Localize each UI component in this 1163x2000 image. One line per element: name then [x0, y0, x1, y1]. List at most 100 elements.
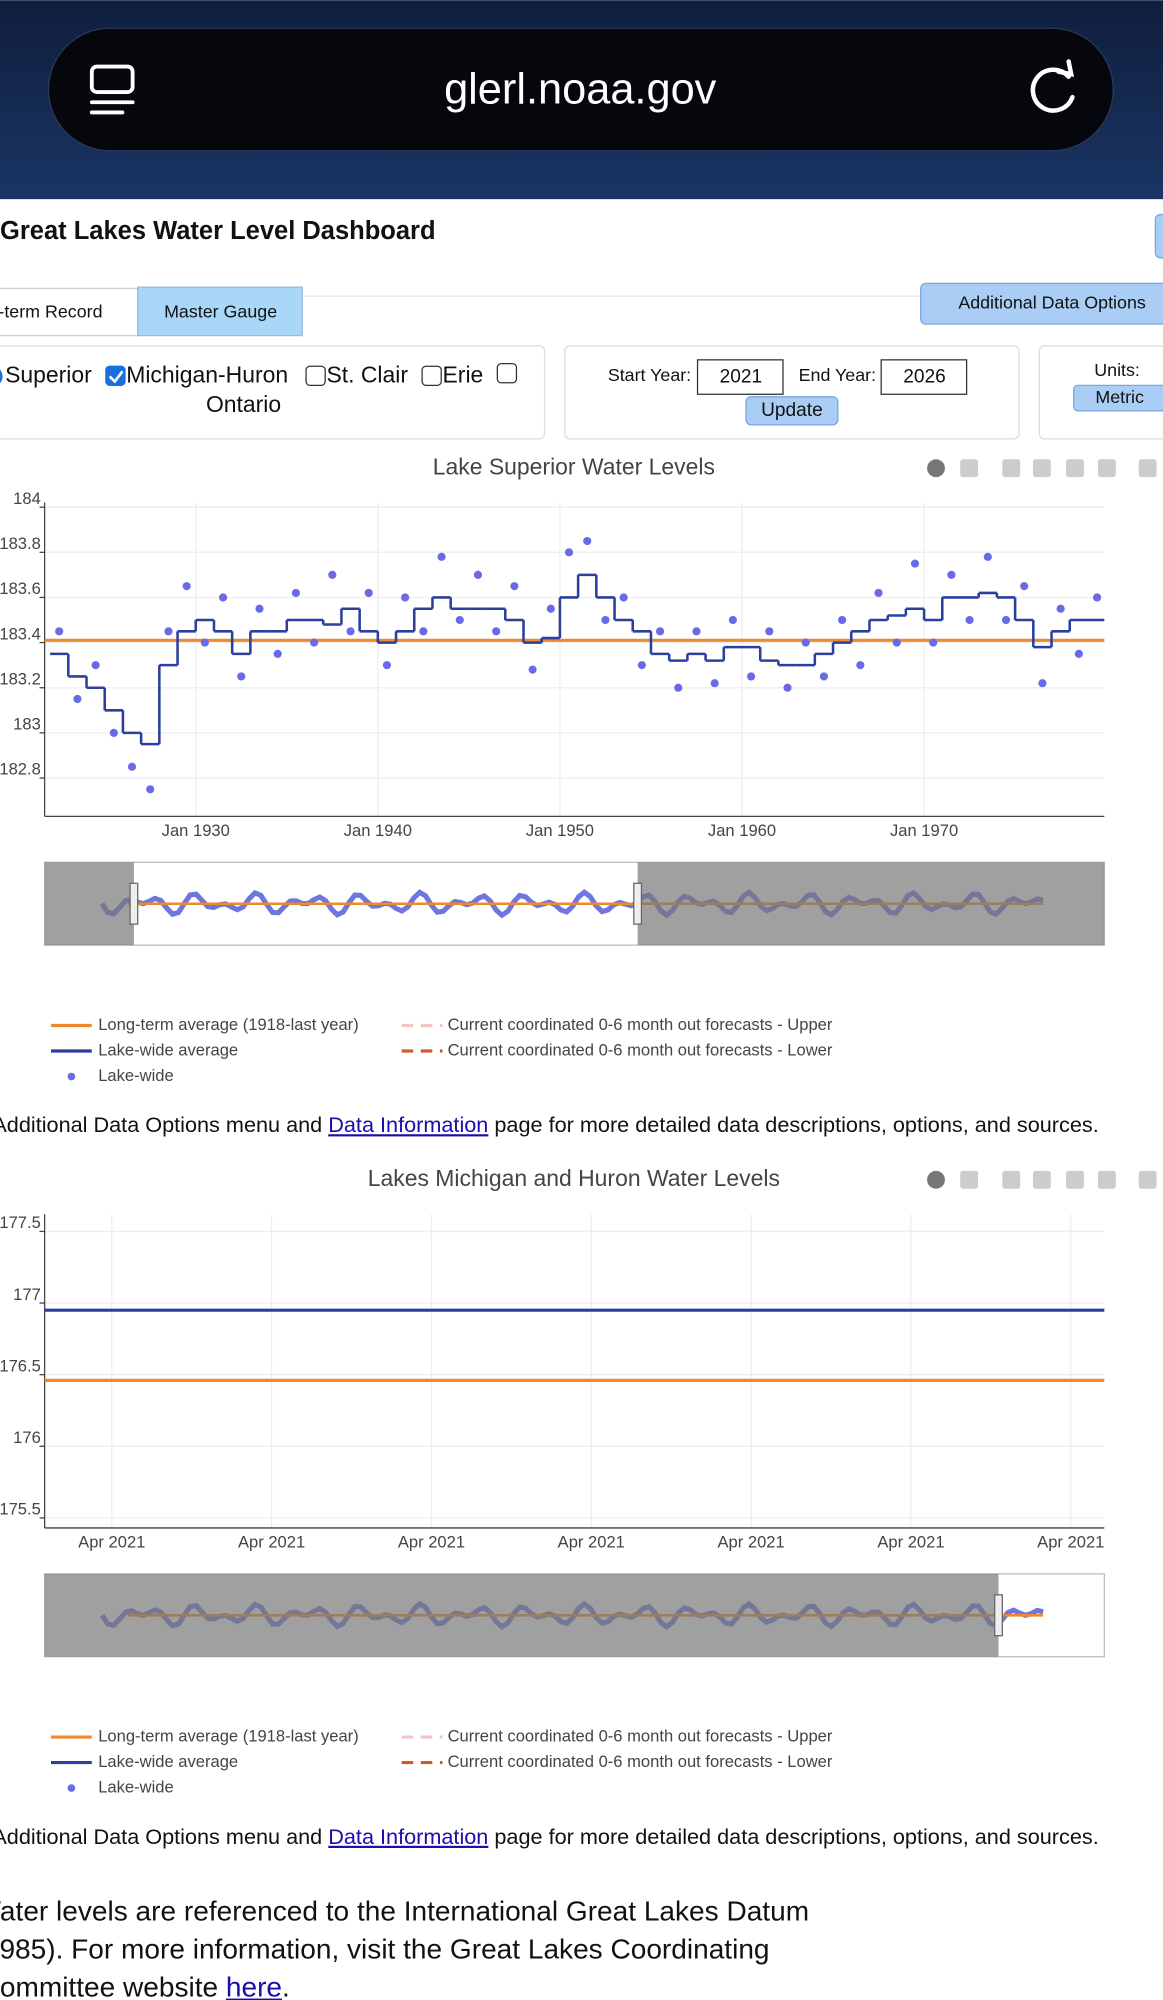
checkbox[interactable]	[305, 365, 326, 386]
point	[182, 582, 191, 591]
start-input[interactable]	[696, 359, 784, 395]
y-tick-label: 175.5	[0, 1500, 41, 1519]
toolbar-icon[interactable]	[1138, 459, 1157, 478]
lake-label: Ontario	[206, 391, 281, 417]
toolbar-icon[interactable]	[927, 459, 945, 478]
point	[437, 552, 446, 561]
radio[interactable]	[0, 367, 3, 385]
point	[146, 785, 155, 794]
footer-text: Committee website	[0, 1972, 218, 2000]
update-button[interactable]	[745, 396, 839, 426]
toolbar-icon[interactable]	[960, 1170, 979, 1189]
point	[674, 683, 683, 692]
end-input[interactable]	[880, 359, 968, 395]
point	[728, 615, 737, 625]
point	[1038, 679, 1047, 688]
additional-options-button[interactable]	[920, 282, 1163, 325]
units-button[interactable]	[1073, 384, 1163, 412]
range-handle[interactable]	[129, 882, 139, 925]
toolbar-icon[interactable]	[1097, 1170, 1116, 1189]
note-link[interactable]: Data Information	[328, 1824, 488, 1849]
point	[218, 593, 228, 602]
page-title: Great Lakes Water Level Dashboard	[0, 217, 436, 245]
point	[382, 661, 392, 670]
point	[546, 604, 555, 613]
point	[619, 593, 628, 602]
point	[601, 615, 610, 625]
toolbar-icon[interactable]	[927, 1170, 945, 1189]
checkbox[interactable]	[105, 365, 126, 386]
legend-label: Long-term average (1918-last year)	[98, 1015, 359, 1034]
toolbar-icon[interactable]	[1066, 459, 1084, 478]
legend-marker	[67, 1784, 76, 1792]
point	[983, 552, 992, 561]
url-pill[interactable]	[47, 27, 1114, 152]
legend-label: Current coordinated 0-6 month out foreca…	[448, 1040, 833, 1059]
x-tick-label: Apr 2021	[238, 1533, 305, 1552]
point	[237, 672, 246, 681]
range-handle[interactable]	[994, 1594, 1003, 1637]
legend-label: Lake-wide	[98, 1066, 174, 1085]
point	[965, 615, 974, 625]
tab-active[interactable]	[137, 286, 303, 337]
point	[1092, 593, 1102, 602]
x-tick-label: Jan 1950	[526, 821, 594, 840]
legend-marker	[67, 1072, 76, 1081]
point	[765, 627, 774, 636]
y-tick-label: 177.5	[0, 1213, 41, 1232]
tab[interactable]	[0, 287, 139, 337]
point	[401, 593, 410, 602]
lake-label: Superior	[5, 361, 92, 387]
x-tick-label: Apr 2021	[877, 1533, 944, 1552]
start-label: Start Year:	[608, 365, 691, 385]
toolbar-icon[interactable]	[1032, 1170, 1051, 1189]
y-tick-label: 183.6	[0, 579, 41, 598]
footer-link[interactable]: here	[226, 1972, 282, 2000]
point	[747, 672, 756, 681]
toolbar-icon[interactable]	[960, 459, 979, 478]
point	[856, 661, 865, 670]
point	[892, 638, 901, 647]
range-handle[interactable]	[633, 882, 643, 925]
legend-label: Current coordinated 0-6 month out foreca…	[448, 1015, 833, 1034]
range-mask	[637, 862, 1105, 946]
point	[273, 649, 282, 658]
point	[127, 762, 137, 771]
lake-panel	[0, 345, 546, 440]
legend-label: Current coordinated 0-6 month out foreca…	[448, 1726, 833, 1745]
point	[255, 604, 264, 613]
toolbar-icon[interactable]	[1032, 459, 1051, 478]
point	[528, 665, 537, 674]
toolbar-icon[interactable]	[1002, 459, 1021, 478]
note-text: page for more detailed data descriptions…	[494, 1112, 1098, 1137]
point	[310, 638, 319, 647]
note-text: Additional Data Options menu and	[0, 1112, 322, 1137]
toolbar-icon[interactable]	[1097, 459, 1116, 478]
toolbar-icon[interactable]	[1066, 1170, 1084, 1189]
checkbox[interactable]	[496, 363, 518, 384]
legend-label: Lake-wide average	[98, 1752, 238, 1771]
toolbar-icon[interactable]	[1138, 1170, 1157, 1189]
point	[801, 638, 810, 647]
menu-icon[interactable]	[89, 64, 135, 115]
point	[455, 615, 464, 625]
note-text: page for more detailed data descriptions…	[494, 1824, 1098, 1849]
tab-label: Master Gauge	[164, 301, 277, 321]
end-label: End Year:	[799, 365, 876, 385]
checkbox[interactable]	[421, 365, 442, 386]
point	[819, 672, 829, 681]
x-tick-label: Apr 2021	[558, 1533, 625, 1552]
note-link[interactable]: Data Information	[328, 1112, 488, 1137]
y-tick-label: 184	[13, 489, 41, 508]
reload-icon[interactable]	[1030, 59, 1075, 113]
menu-button[interactable]	[1154, 213, 1163, 259]
point	[291, 588, 300, 598]
point	[1001, 615, 1011, 625]
toolbar-icon[interactable]	[1002, 1170, 1021, 1189]
button-label: Additional Data Options	[958, 292, 1146, 312]
lake-label: Erie	[443, 361, 484, 387]
x-tick-label: Apr 2021	[717, 1533, 784, 1552]
footer-line: Water levels are referenced to the Inter…	[0, 1895, 809, 1926]
point	[164, 627, 173, 636]
note-text: Additional Data Options menu and	[0, 1824, 322, 1849]
